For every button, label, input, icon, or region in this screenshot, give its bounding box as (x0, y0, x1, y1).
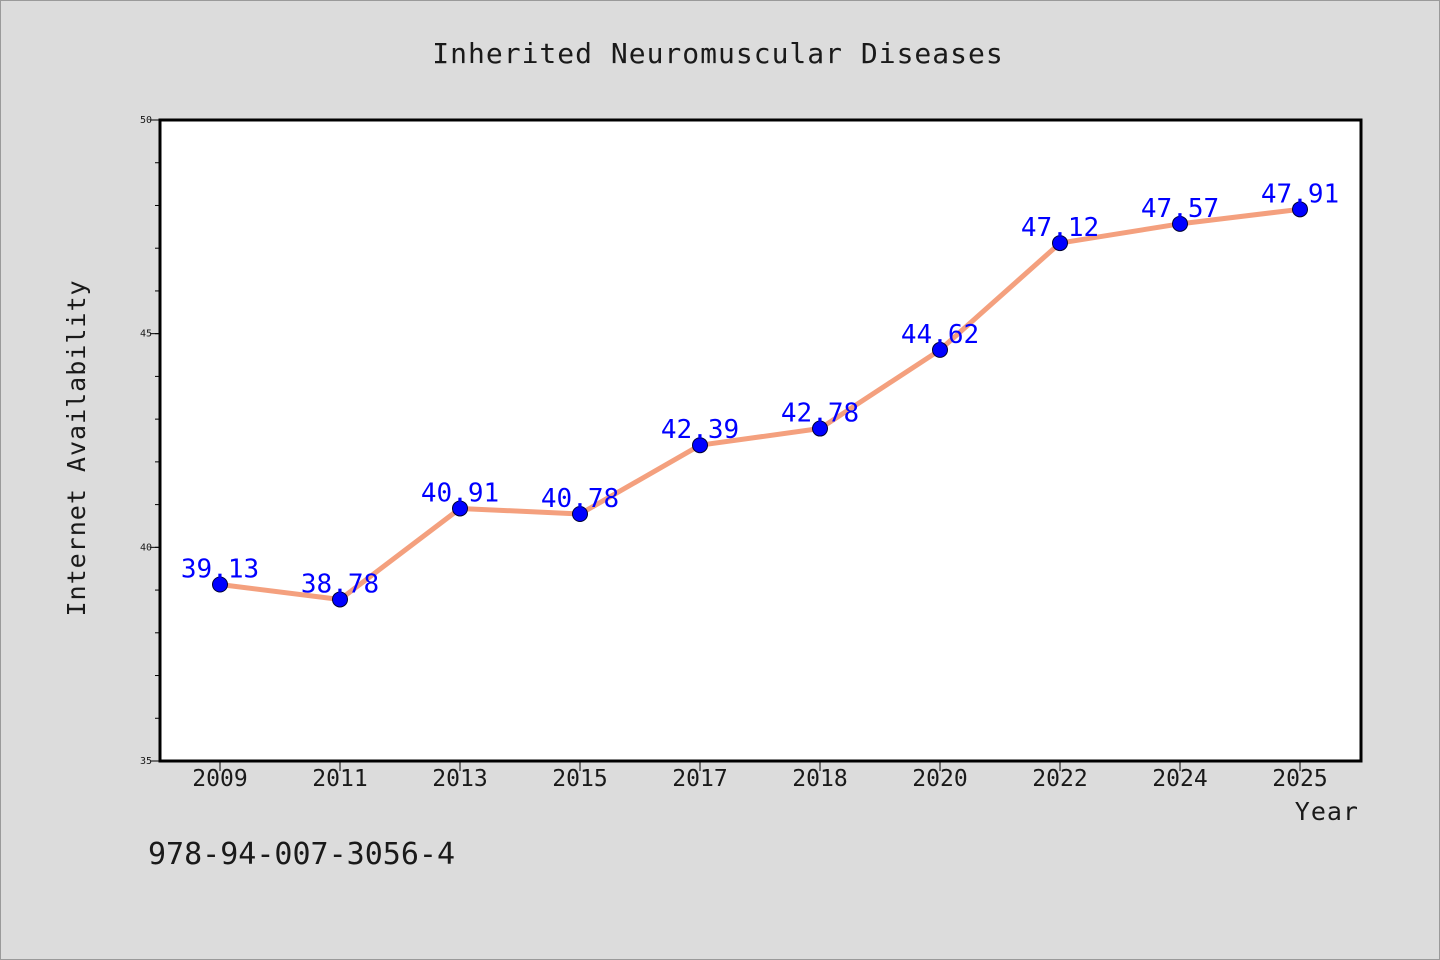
x-tick-label: 2025 (1272, 766, 1327, 792)
x-tick-label: 2022 (1032, 766, 1087, 792)
series-line-group (217, 206, 1303, 602)
data-label: 47.12 (1021, 213, 1099, 243)
data-labels: 39.13 38.78 40.91 40.78 42.39 42.78 44.62 47.12… (181, 179, 1339, 599)
x-tick-label: 2011 (312, 766, 367, 792)
y-axis-label: Internet Availability (62, 279, 91, 616)
y-tick-label: 45 (140, 329, 152, 340)
x-tick-label: 2020 (912, 766, 967, 792)
data-point-marker (452, 500, 468, 517)
x-axis-label: Year (1295, 797, 1359, 826)
chart-title: Inherited Neuromuscular Diseases (432, 37, 1003, 70)
data-label: 47.91 (1261, 179, 1339, 209)
x-tick-label: 2015 (552, 766, 607, 792)
y-tick-label: 50 (140, 115, 152, 126)
data-point-marker (692, 437, 708, 454)
x-tick-label: 2024 (1152, 766, 1207, 792)
x-tick-label: 2009 (192, 766, 247, 792)
data-label: 38.78 (301, 569, 379, 599)
data-label: 47.57 (1141, 194, 1219, 224)
x-axis-ticks: 2009 2011 2013 2015 2017 2018 2020 2022 2024 2025 (192, 761, 1328, 792)
x-tick-label: 2018 (792, 766, 847, 792)
data-point-marker (572, 506, 588, 523)
data-point-marker (212, 576, 228, 593)
data-point-marker (1292, 201, 1308, 218)
data-label: 40.78 (541, 484, 619, 514)
data-point-marker (1052, 235, 1068, 252)
x-tick-label: 2017 (672, 766, 727, 792)
data-point-marker (812, 420, 828, 437)
data-point-marker (932, 341, 948, 358)
x-tick-label: 2013 (432, 766, 487, 792)
data-point-marker (332, 591, 348, 608)
series-line (217, 206, 1303, 602)
data-markers (212, 201, 1308, 608)
data-label: 40.91 (421, 478, 499, 508)
data-label: 42.78 (781, 399, 859, 429)
data-label: 42.39 (661, 415, 739, 445)
footer-code: 978-94-007-3056-4 (148, 837, 455, 872)
data-label: 44.62 (901, 320, 979, 350)
data-point-marker (1172, 215, 1188, 232)
y-axis-ticks: 35 40 45 50 (140, 115, 160, 767)
y-tick-label: 40 (140, 542, 152, 553)
y-tick-label: 35 (140, 756, 152, 767)
data-label: 39.13 (181, 555, 259, 585)
